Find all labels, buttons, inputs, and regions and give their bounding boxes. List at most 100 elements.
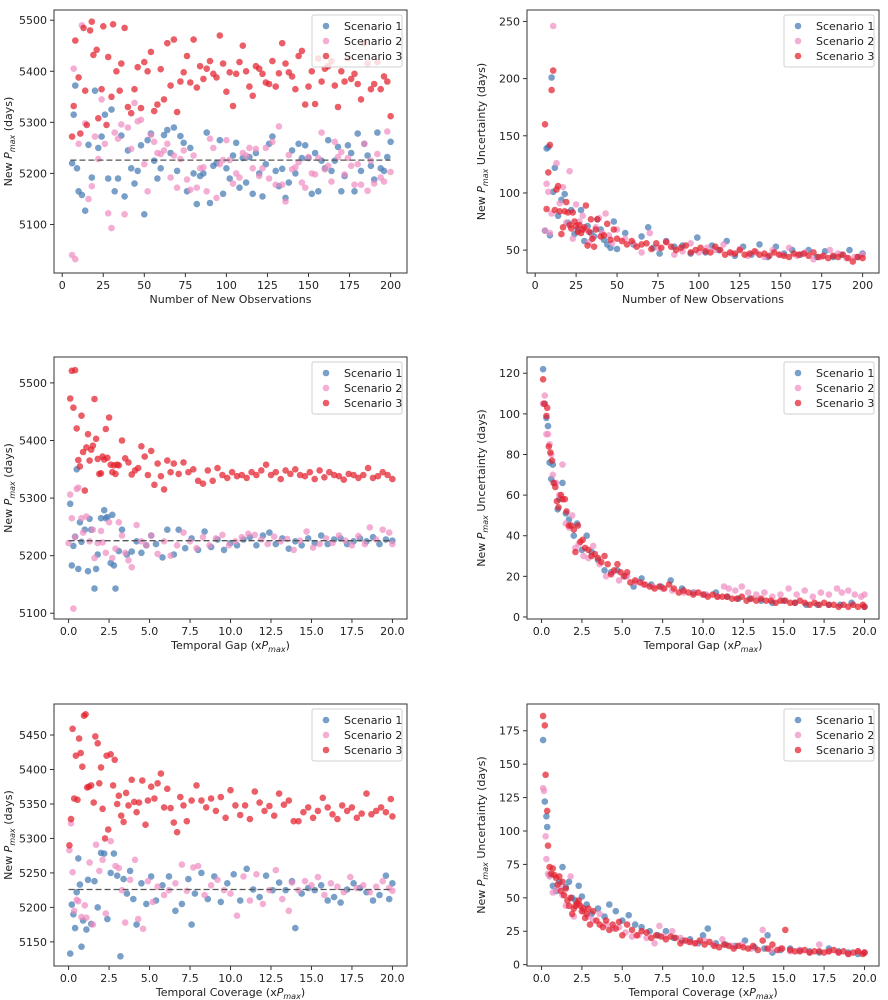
data-point: [543, 404, 551, 412]
x-tick-label: 17.5: [812, 972, 837, 985]
data-point: [585, 546, 592, 554]
data-point: [559, 863, 566, 871]
series-2: [65, 484, 396, 612]
data-point: [347, 162, 355, 170]
y-tick-label: 5300: [19, 492, 47, 505]
data-point: [376, 891, 383, 899]
data-point: [387, 168, 394, 176]
data-point: [147, 873, 155, 880]
data-point: [66, 395, 74, 402]
data-point: [94, 904, 101, 911]
data-point: [102, 549, 110, 557]
data-point: [91, 877, 98, 885]
data-point: [121, 549, 129, 557]
legend-marker-1: [794, 369, 802, 377]
axes-frame: [526, 9, 880, 274]
data-point: [329, 811, 336, 818]
y-tick-label: 20: [506, 570, 520, 583]
data-point: [265, 175, 273, 182]
data-point: [180, 802, 187, 809]
data-point: [543, 412, 550, 420]
data-point: [111, 129, 118, 136]
data-point: [266, 802, 273, 810]
data-point: [219, 156, 227, 164]
data-point: [173, 108, 181, 116]
legend-marker-1: [322, 22, 330, 30]
data-point: [220, 886, 228, 894]
data-point: [157, 770, 165, 777]
data-point: [180, 139, 187, 147]
data-point: [188, 921, 195, 928]
data-point: [329, 539, 336, 547]
data-point: [164, 39, 171, 47]
data-point: [206, 135, 214, 142]
data-point: [372, 536, 380, 543]
data-point: [364, 464, 372, 472]
data-point: [249, 190, 256, 198]
data-point: [159, 554, 166, 561]
data-point: [719, 936, 726, 943]
data-point: [570, 532, 578, 539]
data-point: [131, 856, 139, 864]
data-point: [272, 181, 280, 188]
data-point: [315, 188, 322, 195]
data-point: [252, 145, 260, 153]
data-point: [241, 802, 249, 809]
data-point: [160, 891, 168, 899]
data-point: [222, 814, 229, 822]
data-point: [288, 147, 296, 154]
data-point: [93, 46, 100, 54]
data-point: [183, 817, 191, 825]
data-point: [544, 422, 552, 430]
legend: Scenario 1 Scenario 2 Scenario 3: [311, 708, 403, 762]
data-point: [185, 468, 192, 476]
data-point: [849, 258, 857, 265]
data-point: [78, 191, 86, 199]
legend-label-2: Scenario 2: [344, 35, 402, 48]
data-point: [141, 453, 148, 460]
data-point: [846, 246, 853, 254]
data-point: [71, 924, 79, 932]
data-point: [200, 164, 207, 171]
series-1: [66, 849, 396, 960]
data-point: [335, 532, 343, 539]
data-point: [539, 365, 547, 373]
data-point: [275, 790, 283, 797]
data-point: [355, 474, 362, 482]
data-point: [258, 467, 265, 474]
data-point: [820, 252, 827, 260]
data-point: [147, 783, 155, 790]
data-point: [95, 115, 102, 122]
data-point: [859, 254, 866, 262]
data-point: [301, 184, 309, 191]
data-point: [133, 521, 140, 529]
x-tick-label: 50: [610, 279, 624, 292]
data-point: [242, 152, 250, 159]
data-point: [845, 587, 852, 594]
data-point: [348, 804, 356, 811]
data-point: [118, 437, 126, 444]
data-point: [288, 879, 296, 886]
data-point: [267, 471, 275, 479]
data-point: [126, 867, 134, 875]
data-point: [128, 548, 135, 555]
data-point: [99, 856, 106, 864]
data-point: [193, 782, 200, 789]
data-point: [127, 165, 135, 172]
chart-cov-unc: 0.0 2.5 5.0 7.5 10.0 12.5 15.0 17.5 20.0 0 25 50 75 1…: [475, 703, 880, 1000]
data-point: [265, 80, 273, 88]
data-point: [548, 457, 556, 464]
x-tick-label: 17.5: [340, 625, 365, 638]
legend-box: [311, 708, 403, 762]
data-point: [372, 883, 380, 890]
y-tick-label: 5100: [19, 607, 47, 620]
data-point: [68, 133, 76, 140]
data-point: [144, 68, 151, 75]
data-point: [854, 948, 862, 955]
data-point: [69, 868, 76, 876]
data-point: [379, 526, 387, 533]
legend-marker-3: [322, 746, 330, 754]
series-2: [539, 784, 868, 958]
chart-obs-unc: 0 25 50 75 100 125 150 175 200 50 100 150 200 250 Numb…: [475, 9, 880, 306]
legend-box: [311, 361, 403, 415]
